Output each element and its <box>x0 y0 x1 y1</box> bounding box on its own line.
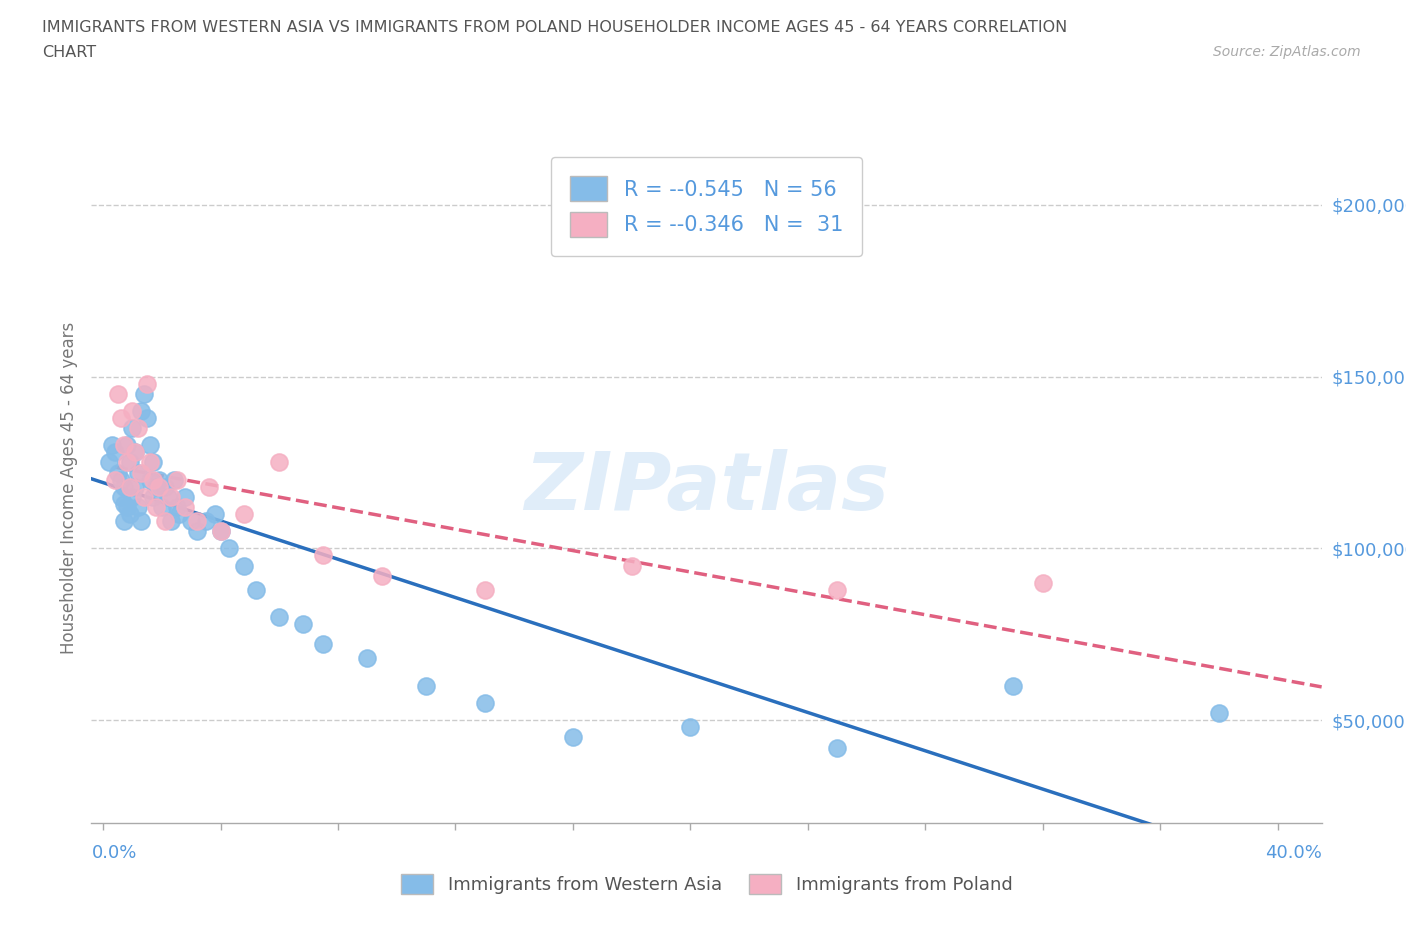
Point <box>166 499 188 514</box>
Point <box>145 499 167 514</box>
Point <box>148 472 170 487</box>
Point <box>98 455 121 470</box>
Point <box>1208 706 1230 721</box>
Point <box>312 637 335 652</box>
Point <box>110 472 132 487</box>
Point <box>209 524 232 538</box>
Point <box>131 513 153 528</box>
Point <box>194 513 217 528</box>
Point <box>115 499 138 514</box>
Point <box>415 678 437 693</box>
Point <box>121 420 143 435</box>
Point <box>134 489 156 504</box>
Point <box>174 499 197 514</box>
Point <box>156 489 179 504</box>
Point <box>118 479 141 494</box>
Point <box>121 489 143 504</box>
Point <box>245 582 267 597</box>
Point <box>218 541 240 556</box>
Point <box>620 558 643 573</box>
Point <box>110 489 132 504</box>
Point <box>136 376 159 391</box>
Point <box>124 445 146 459</box>
Point <box>104 472 127 487</box>
Point <box>118 507 141 522</box>
Point <box>169 507 191 522</box>
Point <box>159 513 181 528</box>
Point <box>139 455 162 470</box>
Text: IMMIGRANTS FROM WESTERN ASIA VS IMMIGRANTS FROM POLAND HOUSEHOLDER INCOME AGES 4: IMMIGRANTS FROM WESTERN ASIA VS IMMIGRAN… <box>42 20 1067 35</box>
Point <box>127 420 149 435</box>
Point <box>474 582 496 597</box>
Point <box>371 568 394 583</box>
Point <box>142 489 165 504</box>
Point <box>101 438 124 453</box>
Point <box>1002 678 1025 693</box>
Point <box>112 479 135 494</box>
Point <box>269 609 291 624</box>
Point <box>107 465 129 480</box>
Point <box>118 455 141 470</box>
Point <box>204 507 226 522</box>
Point <box>356 651 378 666</box>
Text: Source: ZipAtlas.com: Source: ZipAtlas.com <box>1213 45 1361 59</box>
Point <box>139 472 162 487</box>
Point <box>104 445 127 459</box>
Point <box>209 524 232 538</box>
Point <box>142 455 165 470</box>
Point <box>124 445 146 459</box>
Point <box>186 524 208 538</box>
Point <box>174 489 197 504</box>
Point <box>134 386 156 401</box>
Point <box>474 696 496 711</box>
Point <box>131 465 153 480</box>
Text: 40.0%: 40.0% <box>1265 844 1322 862</box>
Y-axis label: Householder Income Ages 45 - 64 years: Householder Income Ages 45 - 64 years <box>59 322 77 655</box>
Point <box>150 499 173 514</box>
Point <box>1032 576 1054 591</box>
Point <box>112 438 135 453</box>
Point <box>269 455 291 470</box>
Point <box>186 513 208 528</box>
Point <box>180 513 202 528</box>
Point <box>121 404 143 418</box>
Point <box>112 513 135 528</box>
Point <box>825 740 848 755</box>
Point <box>136 410 159 425</box>
Point <box>166 472 188 487</box>
Point <box>142 472 165 487</box>
Point <box>127 499 149 514</box>
Point <box>159 489 181 504</box>
Point <box>107 386 129 401</box>
Point <box>162 472 184 487</box>
Point <box>145 479 167 494</box>
Point <box>115 438 138 453</box>
Point <box>312 548 335 563</box>
Text: CHART: CHART <box>42 45 96 60</box>
Point <box>153 513 176 528</box>
Point <box>110 410 132 425</box>
Point <box>139 438 162 453</box>
Point <box>115 455 138 470</box>
Point <box>148 479 170 494</box>
Point <box>233 558 256 573</box>
Point <box>561 730 583 745</box>
Point <box>124 479 146 494</box>
Point <box>291 617 314 631</box>
Point <box>825 582 848 597</box>
Point <box>198 479 221 494</box>
Text: 0.0%: 0.0% <box>91 844 136 862</box>
Point <box>112 497 135 512</box>
Point <box>233 507 256 522</box>
Point <box>131 404 153 418</box>
Point <box>153 479 176 494</box>
Legend: Immigrants from Western Asia, Immigrants from Poland: Immigrants from Western Asia, Immigrants… <box>394 867 1019 901</box>
Point <box>679 720 702 735</box>
Text: ZIPatlas: ZIPatlas <box>524 449 889 527</box>
Point <box>127 465 149 480</box>
